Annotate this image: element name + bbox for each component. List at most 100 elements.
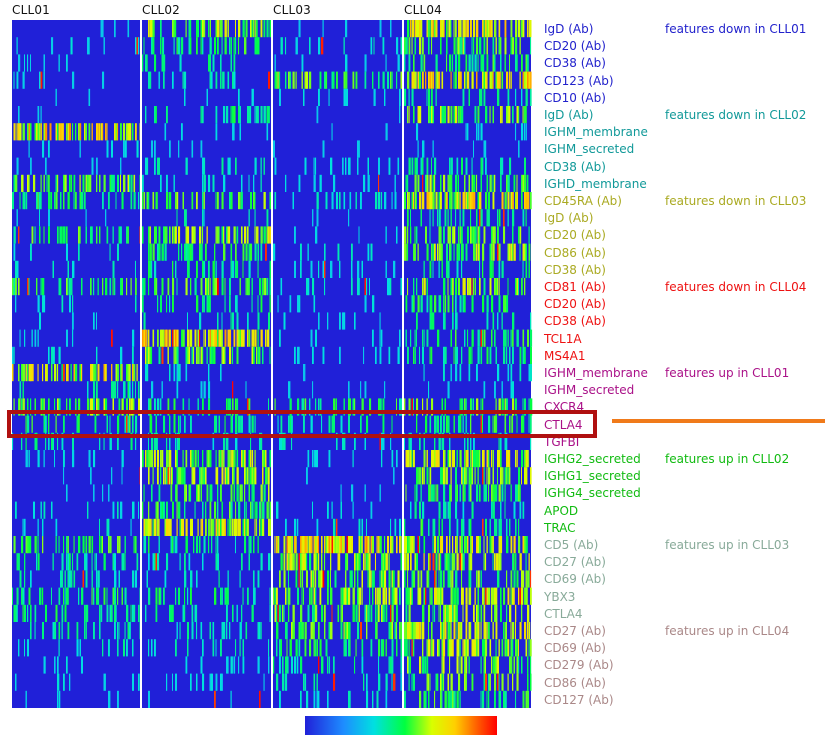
heatmap-cell-7-3 xyxy=(417,140,520,158)
row-label: IgD (Ab) xyxy=(544,108,594,122)
heatmap-cell-20-2 xyxy=(303,364,306,382)
heatmap-cell-33-1 xyxy=(148,587,271,605)
heatmap-cell-37-0 xyxy=(43,656,83,674)
group-label: features up in CLL04 xyxy=(665,624,790,638)
heatmap-cell-11-0 xyxy=(16,209,107,227)
heatmap-cell-0-1 xyxy=(148,20,272,38)
row-label: CD45RA (Ab) xyxy=(544,194,622,208)
heatmap-cell-5-2 xyxy=(316,106,401,124)
heatmap-cell-22-3 xyxy=(404,398,533,416)
heatmap-cell-7-2 xyxy=(273,140,360,158)
heatmap-cell-31-2 xyxy=(280,553,403,571)
heatmap-cell-36-2 xyxy=(276,639,403,657)
heatmap-cell-8-2 xyxy=(274,157,400,175)
heatmap-cell-32-0 xyxy=(19,570,137,588)
heatmap-cell-4-3 xyxy=(404,88,532,106)
heatmap-cell-22-0 xyxy=(13,398,142,416)
heatmap-cell-17-1 xyxy=(143,312,270,330)
heatmap-cell-36-0 xyxy=(18,639,134,657)
heatmap-cell-37-2 xyxy=(273,656,403,674)
heatmap-cell-34-1 xyxy=(145,604,271,622)
heatmap-cell-9-2 xyxy=(285,174,396,192)
heatmap-cell-21-3 xyxy=(428,381,514,399)
heatmap-cell-18-0 xyxy=(19,329,135,347)
row-label: CD81 (Ab) xyxy=(544,280,606,294)
heatmap-cell-18-3 xyxy=(405,329,533,347)
heatmap-cell-29-3 xyxy=(404,518,520,536)
heatmap-cell-24-0 xyxy=(12,432,137,450)
heatmap-cell-9-1 xyxy=(142,174,262,192)
heatmap-cell-2-0 xyxy=(18,54,68,72)
heatmap-cell-1-2 xyxy=(280,37,403,55)
heatmap-cell-19-2 xyxy=(294,346,400,364)
heatmap-cell-16-1 xyxy=(142,295,271,313)
heatmap-cell-21-0 xyxy=(19,381,140,399)
heatmap-cell-9-3 xyxy=(405,174,529,192)
heatmap-cell-14-0 xyxy=(15,260,136,278)
row-label: CD123 (Ab) xyxy=(544,73,614,88)
heatmap-cell-32-2 xyxy=(279,570,400,588)
heatmap-cell-35-3 xyxy=(404,622,531,640)
row-label: IGHD_membrane xyxy=(544,176,647,191)
heatmap-cell-4-1 xyxy=(184,88,254,106)
row-label: IGHM_membrane xyxy=(544,125,648,140)
column-separator-3 xyxy=(402,20,404,708)
column-title-cll02: CLL02 xyxy=(142,3,181,17)
heatmap-cell-28-3 xyxy=(410,501,525,519)
heatmap-cell-32-1 xyxy=(146,570,260,588)
heatmap-cell-15-3 xyxy=(407,278,526,296)
heatmap-cell-13-2 xyxy=(273,243,373,261)
heatmap-cell-12-1 xyxy=(142,226,272,244)
heatmap-cell-4-0 xyxy=(55,88,91,106)
heatmap-cell-11-3 xyxy=(407,209,527,227)
heatmap-cell-29-1 xyxy=(143,518,272,536)
heatmap-cell-7-0 xyxy=(28,140,139,158)
heatmap-cell-31-0 xyxy=(16,553,139,571)
column-title-cll03: CLL03 xyxy=(273,3,312,17)
heatmap-cell-11-2 xyxy=(312,209,350,227)
heatmap-cell-20-0 xyxy=(12,364,138,382)
heatmap-cell-2-3 xyxy=(404,54,529,72)
heatmap-cell-38-1 xyxy=(166,673,265,691)
heatmap-cell-17-2 xyxy=(283,312,381,330)
heatmap-cell-19-0 xyxy=(12,346,134,364)
heatmap-cell-34-2 xyxy=(274,604,398,622)
group-label: features down in CLL03 xyxy=(665,194,807,208)
heatmap-cell-38-0 xyxy=(15,673,140,691)
row-label: CD20 (Ab) xyxy=(544,39,606,54)
heatmap-cell-27-2 xyxy=(340,484,381,502)
heatmap-cell-0-0 xyxy=(100,20,130,38)
heatmap-cell-16-3 xyxy=(405,295,509,313)
heatmap-cell-13-0 xyxy=(13,243,119,261)
heatmap-cell-6-2 xyxy=(331,123,388,141)
row-label: CD279 (Ab) xyxy=(544,658,614,673)
column-separator-1 xyxy=(140,20,142,708)
heatmap-cell-10-3 xyxy=(404,192,532,210)
heatmap-cell-35-2 xyxy=(276,622,403,640)
heatmap-cell-28-1 xyxy=(142,501,272,519)
row-label: TCL1A xyxy=(544,331,582,346)
row-label: IGHM_secreted xyxy=(544,383,635,398)
heatmap-cell-26-2 xyxy=(306,467,395,485)
heatmap-cell-22-1 xyxy=(148,398,269,416)
heatmap-cell-35-0 xyxy=(30,622,142,640)
heatmap-cell-33-0 xyxy=(12,587,142,605)
row-label: TRAC xyxy=(544,520,576,535)
row-label: CD86 (Ab) xyxy=(544,245,606,260)
heatmap-cell-28-0 xyxy=(15,501,139,519)
heatmap-cell-0-3 xyxy=(407,20,532,38)
heatmap-cell-4-2 xyxy=(279,88,401,106)
column-title-cll04: CLL04 xyxy=(404,3,443,17)
heatmap-cell-21-2 xyxy=(288,381,386,399)
row-label: CD86 (Ab) xyxy=(544,675,606,690)
heatmap-cell-5-1 xyxy=(145,106,270,124)
heatmap-cell-25-2 xyxy=(307,450,398,468)
row-label: IGHM_secreted xyxy=(544,142,635,157)
row-label: CTLA4 xyxy=(544,606,583,621)
heatmap-cell-37-3 xyxy=(407,656,532,674)
column-separator-2 xyxy=(271,20,273,708)
group-label: features down in CLL04 xyxy=(665,280,807,294)
row-label: TGFBI xyxy=(544,434,580,449)
heatmap-cell-20-3 xyxy=(423,364,532,382)
